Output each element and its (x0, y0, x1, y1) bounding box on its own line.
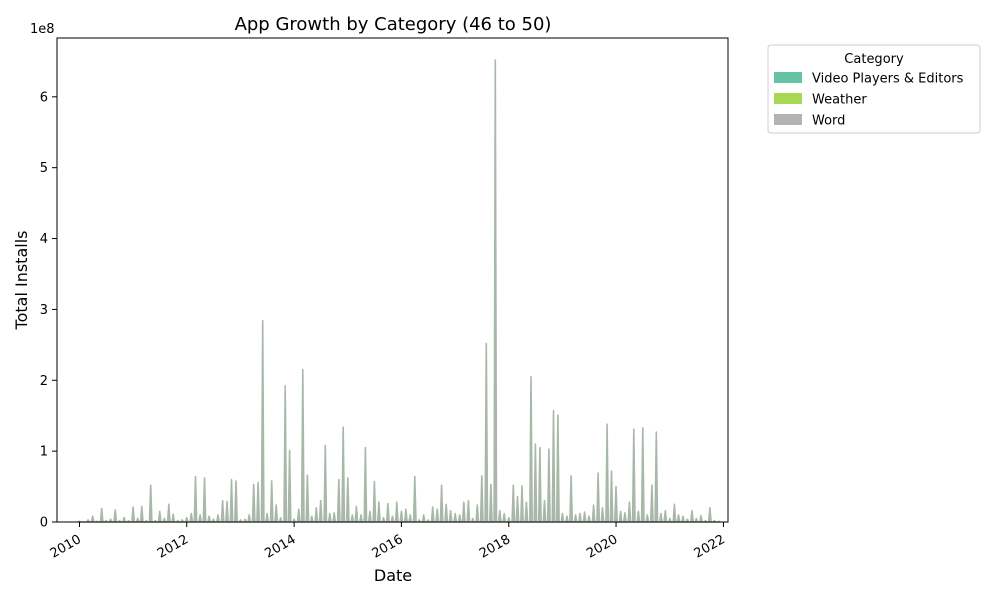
legend-box (767, 44, 981, 134)
x-tick-label: 2020 (584, 532, 620, 562)
y-tick-label: 0 (40, 516, 48, 531)
x-axis-label: Date (374, 566, 412, 585)
legend: Category Video Players & Editors Weather W… (767, 44, 981, 134)
x-axis: 2010 2012 2014 2016 2018 2020 2022 (48, 522, 728, 562)
legend-label: Weather (812, 93, 867, 108)
y-axis: 0 1 2 3 4 5 6 (40, 90, 57, 531)
plot-frame (56, 37, 729, 523)
legend-swatch (774, 93, 802, 104)
legend-title: Category (844, 52, 904, 67)
x-tick-label: 2016 (370, 532, 406, 562)
x-tick-label: 2012 (155, 532, 191, 562)
y-offset-label: 1e8 (30, 22, 55, 37)
y-tick-label: 2 (40, 374, 48, 389)
x-tick-label: 2018 (477, 532, 513, 562)
legend-label: Word (812, 114, 845, 129)
series-layer (77, 59, 721, 523)
legend-swatch (774, 72, 802, 83)
y-tick-label: 1 (40, 445, 48, 460)
plot-area (56, 37, 729, 523)
y-axis-label: Total Installs (12, 231, 31, 331)
y-tick-label: 3 (40, 303, 48, 318)
plot-background (57, 38, 728, 522)
legend-entries: Video Players & Editors Weather Word (774, 72, 964, 129)
chart-title: App Growth by Category (46 to 50) (235, 14, 552, 35)
legend-swatch (774, 114, 802, 125)
y-tick-label: 6 (40, 90, 48, 105)
y-tick-label: 4 (40, 232, 48, 247)
x-tick-label: 2014 (262, 532, 298, 562)
legend-label: Video Players & Editors (812, 72, 964, 87)
x-tick-label: 2022 (692, 532, 728, 562)
y-tick-label: 5 (40, 161, 48, 176)
x-tick-label: 2010 (48, 532, 84, 562)
area-series-0 (77, 59, 721, 523)
